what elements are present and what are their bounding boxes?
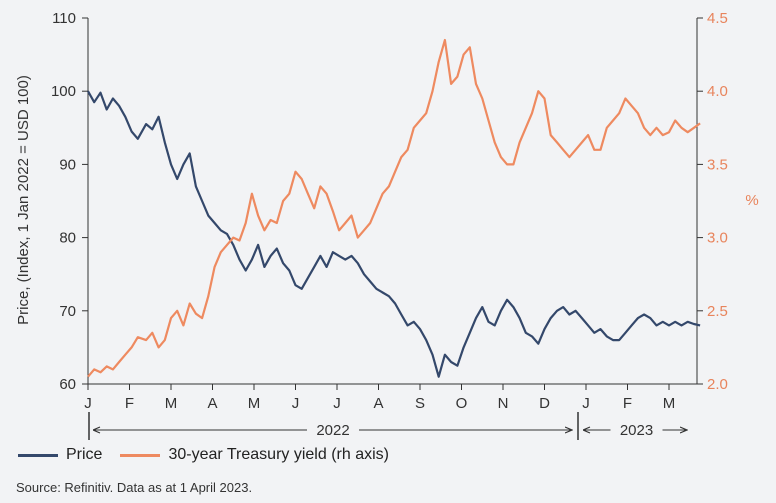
right-tick-label: 2.0 bbox=[707, 376, 728, 393]
x-axis: J F M A M J J A S O N D J F M 2022 2023 bbox=[84, 384, 687, 440]
month-tick-label: M bbox=[248, 395, 261, 412]
month-tick-label: J bbox=[582, 395, 590, 412]
right-tick-label: 3.5 bbox=[707, 156, 728, 173]
source-note: Source: Refinitiv. Data as at 1 April 20… bbox=[16, 480, 253, 495]
left-tick-label: 100 bbox=[51, 83, 76, 100]
month-tick-label: S bbox=[415, 395, 425, 412]
month-tick-label: M bbox=[165, 395, 178, 412]
yield-swatch bbox=[120, 453, 161, 457]
legend: Price 30-year Treasury yield (rh axis) bbox=[18, 446, 407, 464]
price-swatch bbox=[18, 453, 58, 457]
legend-item-yield: 30-year Treasury yield (rh axis) bbox=[120, 446, 389, 464]
month-tick-label: J bbox=[333, 395, 341, 412]
month-tick-label: M bbox=[663, 395, 676, 412]
year-label-2022: 2022 bbox=[316, 422, 349, 439]
year-label-2023: 2023 bbox=[620, 422, 653, 439]
legend-item-price: Price bbox=[18, 446, 102, 464]
right-tick-label: 4.0 bbox=[707, 83, 728, 100]
legend-price-label: Price bbox=[66, 446, 103, 463]
month-tick-label: A bbox=[207, 395, 217, 412]
month-tick-label: J bbox=[292, 395, 300, 412]
month-tick-label: J bbox=[84, 395, 92, 412]
left-tick-label: 90 bbox=[59, 156, 76, 173]
month-tick-label: N bbox=[498, 395, 509, 412]
month-tick-label: D bbox=[539, 395, 550, 412]
left-tick-label: 80 bbox=[59, 230, 76, 247]
right-tick-label: 2.5 bbox=[707, 303, 728, 320]
right-tick-label: 4.5 bbox=[707, 10, 728, 27]
month-tick-label: F bbox=[623, 395, 632, 412]
left-tick-label: 110 bbox=[52, 10, 76, 27]
left-axis-ticks: 60 70 80 90 100 110 bbox=[51, 10, 88, 393]
month-tick-label: A bbox=[373, 395, 383, 412]
right-tick-label: 3.0 bbox=[707, 230, 728, 247]
left-tick-label: 60 bbox=[59, 376, 76, 393]
month-tick-label: F bbox=[125, 395, 134, 412]
right-axis-label: % bbox=[745, 192, 758, 209]
yield-series-line bbox=[87, 38, 701, 378]
plot-area bbox=[87, 18, 701, 385]
right-axis-ticks: 2.0 2.5 3.0 3.5 4.0 4.5 bbox=[697, 10, 728, 393]
left-tick-label: 70 bbox=[59, 303, 76, 320]
price-series-line bbox=[87, 90, 701, 378]
legend-yield-label: 30-year Treasury yield (rh axis) bbox=[168, 446, 389, 463]
left-axis-label: Price, (Index, 1 Jan 2022 = USD 100) bbox=[15, 75, 32, 325]
month-tick-label: O bbox=[456, 395, 468, 412]
